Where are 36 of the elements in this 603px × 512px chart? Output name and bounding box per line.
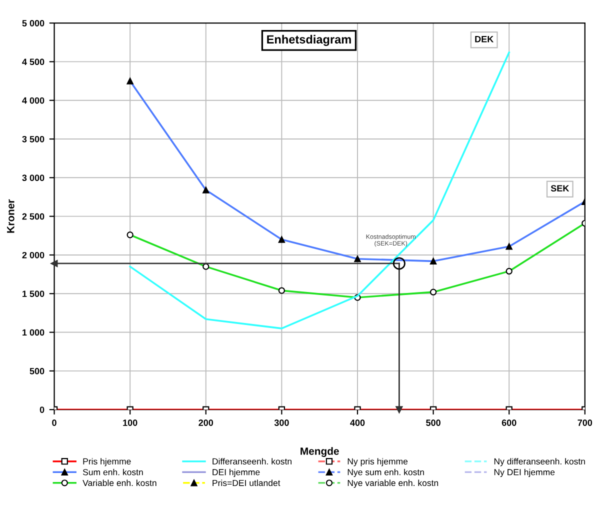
legend-label: DEI hjemme [212, 468, 260, 477]
legend-label: Nye variable enh. kostn [348, 480, 438, 488]
legend-label: Differanseenh. kostn [212, 458, 292, 464]
legend-label: Ny pris hjemme [348, 458, 408, 466]
y-tick-label: 2 500 [22, 213, 44, 220]
legend-label: Pris hjemme [83, 458, 131, 466]
x-tick-label: 500 [426, 420, 440, 426]
legend-label: Variable enh. kostn [82, 480, 156, 486]
legend-label: Sum enh. kostn [82, 468, 143, 476]
annotation: SEK [550, 185, 570, 192]
x-tick-label: 300 [274, 420, 289, 426]
y-tick-label: 5 000 [22, 20, 44, 26]
x-tick-label: 600 [502, 420, 516, 426]
y-tick-label: 2 000 [22, 252, 44, 258]
y-tick-label: 3 000 [22, 174, 44, 182]
y-tick-label: 500 [30, 368, 44, 374]
legend-label: Ny DEI hjemme [494, 468, 555, 477]
x-tick-label: 100 [123, 420, 138, 426]
y-tick-label: 1 000 [22, 329, 44, 336]
text: Enhetsdiagram [267, 34, 351, 46]
y-tick-label: 4 000 [22, 97, 44, 104]
annotation: DEK [475, 36, 494, 42]
x-tick-label: 0 [52, 420, 56, 426]
y-tick-label: 1 500 [22, 290, 44, 297]
x-tick-label: 400 [350, 420, 365, 426]
y-tick-label: 4 500 [22, 58, 44, 66]
y-axis-title: Kroner [7, 199, 14, 233]
legend-label: Ny differanseenh. kostn [494, 458, 585, 466]
x-axis-title: Mengde [300, 447, 339, 457]
x-tick-label: 200 [198, 420, 214, 426]
y-tick-label: 3 500 [22, 136, 44, 142]
x-tick-label: 700 [578, 420, 592, 426]
legend-label: Pris=DEI utlandet [212, 480, 280, 486]
line-series [129, 52, 510, 330]
legend-label: Nye sum enh. kostn [348, 468, 424, 477]
y-tick-label: 0 [40, 406, 44, 413]
